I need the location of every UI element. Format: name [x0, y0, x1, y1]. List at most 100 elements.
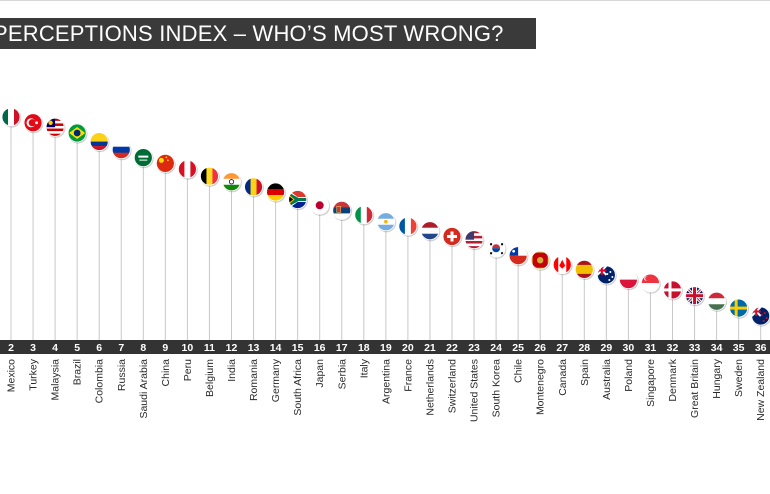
flag-south-korea-icon — [487, 239, 506, 258]
country-label-spain: Spain — [579, 359, 591, 386]
marker-ring — [155, 153, 175, 173]
flag-japan-icon — [310, 196, 329, 215]
rank-label-japan: 16 — [314, 342, 326, 354]
flag-turkey-icon — [24, 113, 43, 132]
rank-label-china: 9 — [162, 342, 168, 354]
rank-label-south-africa: 15 — [292, 342, 304, 354]
rank-label-hungary: 34 — [711, 342, 723, 354]
flag-france-icon — [398, 217, 417, 236]
chart-title: PERCEPTIONS INDEX – WHO’S MOST WRONG? — [0, 21, 504, 46]
flag-saudi-arabia-icon — [134, 148, 153, 167]
top-divider — [0, 0, 770, 1]
country-label-singapore: Singapore — [645, 359, 657, 407]
marker-ring — [133, 148, 153, 168]
rank-label-united-states: 23 — [468, 342, 480, 354]
country-label-netherlands: Netherlands — [424, 359, 436, 416]
chart-title-bar: PERCEPTIONS INDEX – WHO’S MOST WRONG? — [0, 18, 536, 49]
country-label-great-britain: Great Britain — [689, 359, 701, 418]
country-label-south-korea: South Korea — [491, 359, 503, 418]
flag-montenegro-icon — [531, 251, 550, 270]
flag-canada-icon — [553, 255, 572, 274]
country-label-japan: Japan — [314, 359, 326, 388]
country-label-china: China — [160, 359, 172, 387]
marker-ring — [222, 172, 241, 192]
rank-label-australia: 29 — [601, 342, 613, 354]
marker-ring — [442, 227, 462, 246]
marker-ring — [67, 123, 87, 143]
marker-ring — [574, 260, 594, 279]
rank-label-mexico: 2 — [8, 342, 14, 354]
country-label-canada: Canada — [557, 359, 569, 396]
marker-ring — [619, 270, 638, 290]
marker-ring — [420, 221, 440, 241]
flag-serbia-icon — [332, 201, 351, 220]
flag-italy-icon — [354, 205, 373, 224]
rank-label-switzerland: 22 — [446, 342, 458, 354]
rank-label-romania: 13 — [248, 342, 260, 354]
flag-germany-icon — [266, 183, 285, 202]
marker-ring — [376, 212, 396, 232]
rank-label-netherlands: 21 — [424, 342, 436, 354]
flag-hungary-icon — [707, 292, 726, 311]
rank-label-peru: 10 — [182, 342, 194, 354]
country-label-australia: Australia — [601, 359, 613, 400]
rank-label-turkey: 3 — [30, 342, 36, 354]
flag-brazil-icon — [68, 124, 87, 143]
marker-ring — [1, 107, 21, 127]
country-label-turkey: Turkey — [28, 358, 40, 390]
marker-ring — [552, 255, 572, 275]
rank-label-singapore: 31 — [645, 342, 657, 354]
marker-ring — [200, 166, 219, 186]
flag-australia-icon — [597, 265, 616, 284]
country-label-serbia: Serbia — [336, 359, 348, 390]
rank-label-south-korea: 24 — [490, 342, 502, 354]
country-label-united-states: United States — [469, 359, 481, 422]
country-label-new-zealand: New Zealand — [755, 359, 767, 421]
flag-argentina-icon — [376, 212, 395, 231]
rank-label-montenegro: 26 — [534, 342, 546, 354]
marker-ring — [332, 201, 352, 220]
rank-label-brazil: 5 — [74, 342, 80, 354]
country-label-south-africa: South Africa — [292, 359, 304, 416]
country-label-india: India — [226, 359, 238, 382]
country-label-brazil: Brazil — [72, 359, 84, 385]
rank-label-italy: 18 — [358, 342, 370, 354]
country-label-france: France — [402, 359, 414, 392]
country-label-poland: Poland — [623, 359, 635, 392]
marker-ring — [464, 230, 484, 250]
marker-ring — [486, 238, 506, 258]
marker-ring — [354, 205, 374, 225]
flag-romania-icon — [244, 177, 263, 196]
flag-singapore-icon — [641, 274, 660, 293]
rank-label-great-britain: 33 — [689, 342, 701, 354]
marker-ring — [111, 140, 131, 160]
flag-spain-icon — [575, 260, 594, 279]
rank-label-germany: 14 — [270, 342, 282, 354]
flag-belgium-icon — [200, 167, 219, 186]
country-label-russia: Russia — [116, 359, 128, 391]
rank-label-russia: 7 — [118, 342, 124, 354]
country-label-sweden: Sweden — [733, 359, 745, 397]
rank-label-saudi-arabia: 8 — [140, 342, 146, 354]
flag-poland-icon — [619, 270, 638, 289]
country-label-saudi-arabia: Saudi Arabia — [138, 359, 150, 419]
flag-chile-icon — [509, 246, 528, 265]
country-label-mexico: Mexico — [6, 359, 18, 392]
rank-label-sweden: 35 — [733, 342, 745, 354]
flag-sweden-icon — [729, 299, 748, 318]
flag-peru-icon — [178, 160, 197, 179]
flag-netherlands-icon — [420, 221, 439, 240]
flag-united-states-icon — [465, 230, 484, 249]
rank-label-argentina: 19 — [380, 342, 392, 354]
flag-india-icon — [222, 172, 241, 191]
country-label-chile: Chile — [513, 359, 525, 383]
flag-russia-icon — [112, 140, 131, 159]
country-label-argentina: Argentina — [380, 359, 392, 404]
flag-great-britain-icon — [685, 286, 704, 305]
rank-label-malaysia: 4 — [52, 342, 58, 354]
flag-china-icon — [156, 154, 175, 173]
marker-ring — [508, 246, 528, 266]
marker-ring — [641, 273, 660, 293]
rank-label-chile: 25 — [512, 342, 524, 354]
